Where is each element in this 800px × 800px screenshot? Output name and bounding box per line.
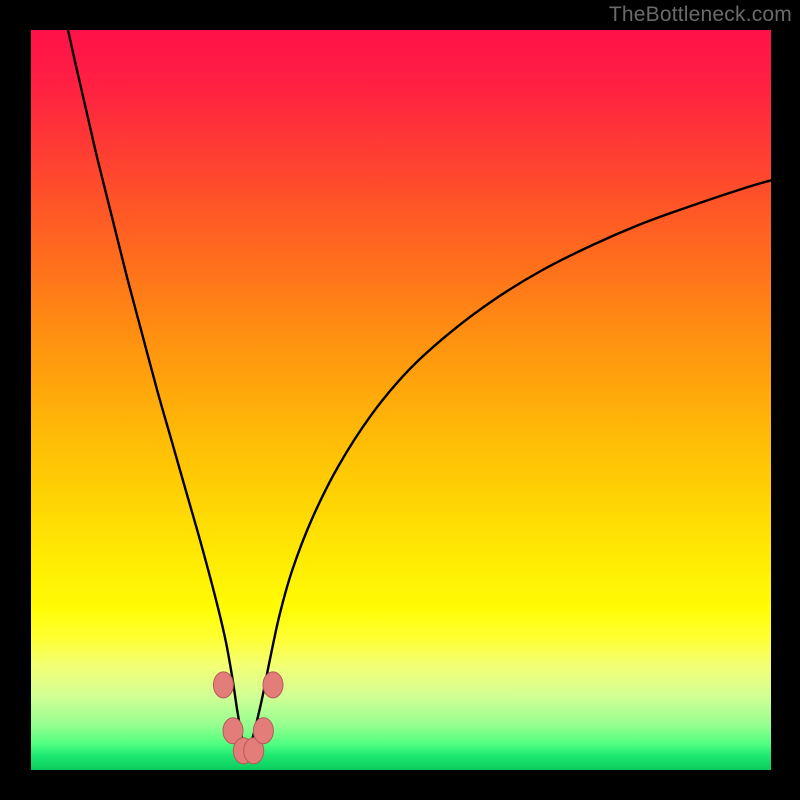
bottleneck-curve [68,30,771,750]
curve-marker [213,672,233,698]
watermark-text: TheBottleneck.com [609,3,792,27]
curve-marker [263,672,283,698]
curve-marker [253,718,273,744]
curve-markers [213,672,283,764]
chart-plot-area [31,30,771,770]
chart-curve-layer [31,30,771,770]
